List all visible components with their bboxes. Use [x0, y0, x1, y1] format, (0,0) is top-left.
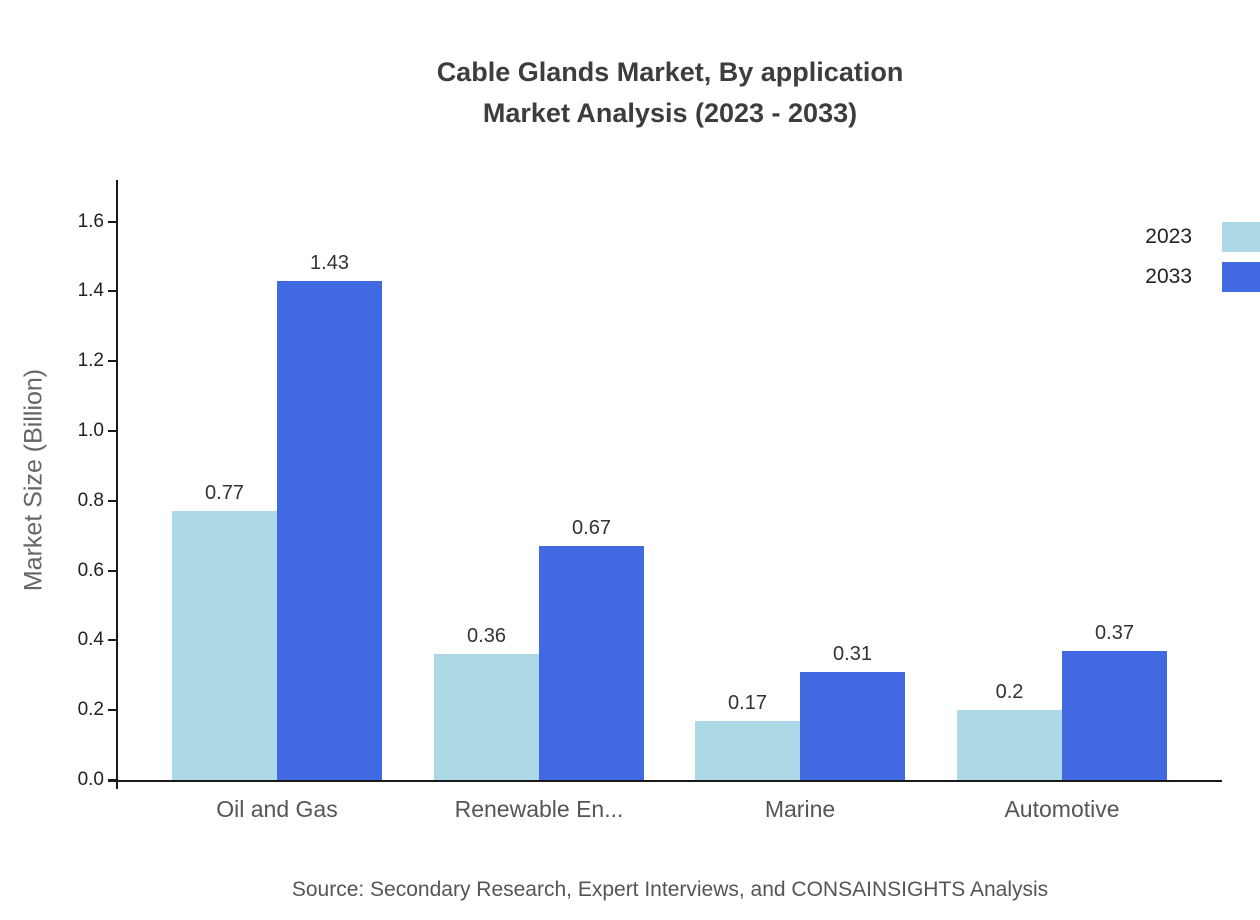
bar-2033-marine	[800, 672, 905, 780]
legend-swatch-2033	[1222, 262, 1260, 292]
bar-2023-oil-and-gas	[172, 511, 277, 780]
legend-item-2023: 2023	[1145, 222, 1260, 252]
bar-2023-marine	[695, 721, 800, 780]
y-tick-label: 1.6	[77, 210, 104, 232]
legend-label-2023: 2023	[1145, 225, 1192, 248]
y-tick-label: 0.0	[77, 769, 104, 790]
bar-value-2033-renewable-en: 0.67	[572, 517, 611, 539]
legend: 2023 2033	[1145, 222, 1260, 302]
y-tick-label: 0.6	[77, 559, 104, 581]
y-tick-mark	[108, 639, 116, 642]
legend-item-2033: 2033	[1145, 262, 1260, 292]
x-category-label-automotive: Automotive	[1004, 796, 1120, 822]
y-tick-mark	[108, 220, 116, 223]
y-tick-label: 1.4	[77, 280, 104, 302]
bar-2033-renewable-en	[539, 546, 644, 780]
bar-value-2023-renewable-en: 0.36	[467, 625, 506, 647]
chart-title-line1: Cable Glands Market, By application	[436, 57, 904, 87]
y-axis-label: Market Size (Billion)	[19, 368, 48, 592]
y-tick-mark	[108, 569, 116, 572]
bar-2023-automotive	[957, 710, 1062, 780]
bar-value-2023-marine: 0.17	[728, 692, 767, 714]
y-tick-mark	[108, 360, 116, 363]
source-note: Source: Secondary Research, Expert Inter…	[291, 878, 1049, 901]
x-category-label-oil-and-gas: Oil and Gas	[216, 796, 338, 822]
y-tick-mark	[108, 290, 116, 293]
y-axis-line	[116, 180, 118, 789]
bar-value-2033-oil-and-gas: 1.43	[310, 252, 349, 274]
y-tick-label: 0.8	[77, 489, 104, 511]
bar-value-2033-automotive: 0.37	[1095, 622, 1134, 644]
y-tick-label: 1.2	[77, 350, 104, 372]
bar-value-2033-marine: 0.31	[833, 643, 872, 665]
y-tick-mark	[108, 499, 116, 502]
bar-value-2023-automotive: 0.2	[995, 681, 1024, 703]
legend-label-2033: 2033	[1145, 265, 1192, 288]
bar-2033-oil-and-gas	[277, 281, 382, 780]
y-tick-label: 1.0	[77, 420, 104, 441]
x-category-label-marine: Marine	[764, 796, 836, 822]
y-tick-label: 0.4	[77, 629, 104, 651]
bar-2023-renewable-en	[434, 654, 539, 780]
x-category-label-renewable-en: Renewable En...	[454, 796, 624, 822]
x-axis-line	[108, 780, 1222, 782]
plot-area: 0.0 0.2 0.4 0.6 0.8 1.0 1.2 1.4 1.6 0.77 1.43 0.36…	[78, 180, 1222, 822]
chart-title: Cable Glands Market, By application Mark…	[80, 52, 1260, 134]
bar-value-2023-oil-and-gas: 0.77	[205, 482, 244, 504]
y-tick-label: 0.2	[77, 699, 104, 721]
legend-swatch-2023	[1222, 222, 1260, 252]
y-tick-mark	[108, 779, 116, 781]
y-tick-mark	[108, 709, 116, 712]
y-tick-mark	[108, 430, 116, 432]
chart-title-line2: Market Analysis (2023 - 2033)	[482, 98, 858, 128]
bar-2033-automotive	[1062, 651, 1167, 780]
